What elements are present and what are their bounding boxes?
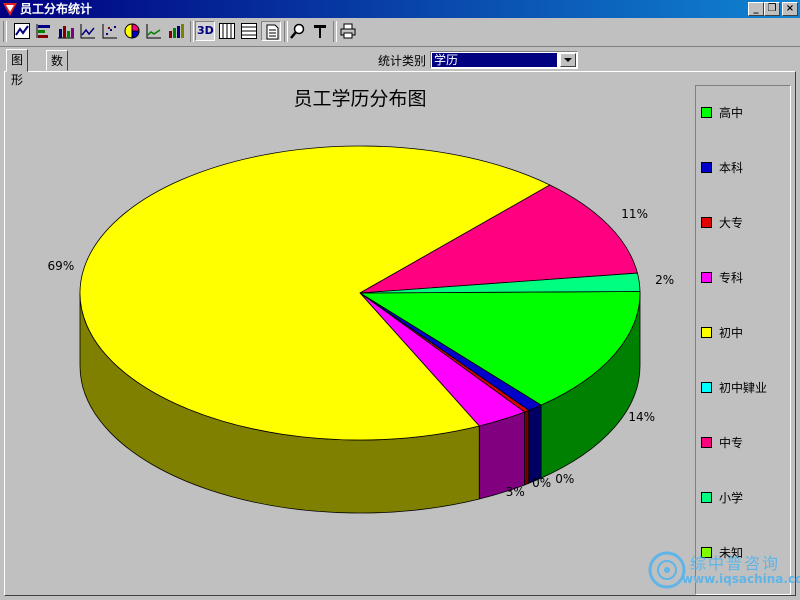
legend-label: 初中肄业 [719, 381, 768, 395]
tab-chart[interactable]: 图形 [6, 49, 29, 87]
watermark-url: www.iqsachina.com [682, 572, 800, 586]
pie-side-2 [524, 409, 530, 486]
percent-label: 2% [655, 272, 675, 287]
legend-label: 初中 [719, 326, 744, 340]
legend-label: 高中 [719, 106, 744, 120]
restore-button[interactable]: ❐ [764, 2, 780, 16]
step-line-button[interactable] [144, 21, 164, 41]
percent-label: 0% [555, 471, 575, 486]
print-button[interactable] [338, 21, 358, 41]
horizontal-bar-icon [36, 24, 50, 38]
toolbar-separator [190, 21, 194, 42]
pie-chart-button[interactable] [122, 21, 142, 41]
minimize-button[interactable]: _ [748, 2, 764, 16]
legend-label: 未知 [719, 546, 744, 560]
company-logo-icon [648, 551, 686, 589]
toolbar-grip [3, 21, 7, 42]
close-button[interactable]: × [782, 2, 798, 16]
category-selected-value: 学历 [432, 53, 557, 67]
percent-label: 69% [47, 259, 75, 274]
legend-label: 本科 [719, 161, 744, 175]
legend-swatch [701, 437, 712, 448]
line-chart-button[interactable] [12, 21, 32, 41]
page-button[interactable] [261, 21, 281, 41]
toolbar: 3D [0, 18, 800, 47]
legend-swatch [701, 162, 712, 173]
watermark: 综中普咨询 www.iqsachina.com [645, 548, 800, 593]
pie-slice-6 [359, 184, 638, 294]
scatter-button[interactable] [100, 21, 120, 41]
watermark-text: 综中普咨询 [690, 554, 781, 573]
chart-title: 员工学历分布图 [293, 88, 427, 110]
app-logo-icon [3, 3, 17, 16]
pie-slice-7 [359, 272, 641, 294]
vertical-grid-button[interactable] [217, 21, 237, 41]
pie-chart-icon [124, 23, 140, 39]
legend-swatch [701, 547, 712, 558]
legend-swatch [701, 382, 712, 393]
print-icon [340, 23, 356, 39]
bar-chart-button[interactable] [56, 21, 76, 41]
pie-slice-4 [79, 145, 551, 441]
window-title: 员工分布统计 [20, 2, 93, 16]
area-line-button[interactable] [78, 21, 98, 41]
3d-toggle-button[interactable]: 3D [195, 21, 215, 41]
legend-swatch [701, 492, 712, 503]
step-line-icon [146, 24, 161, 39]
legend-label: 大专 [719, 216, 744, 230]
bar3d-chart-icon [169, 24, 184, 38]
bar-chart-icon [58, 26, 74, 39]
horizontal-grid-button[interactable] [239, 21, 259, 41]
percent-label: 3% [505, 485, 525, 500]
font-button[interactable] [310, 21, 330, 41]
legend-swatch [701, 217, 712, 228]
pie-side-1 [528, 404, 542, 484]
legend-swatch [701, 107, 712, 118]
grid-vertical-icon [219, 23, 235, 39]
horizontal-bar-button[interactable] [34, 21, 54, 41]
3d-toggle-icon: 3D [197, 24, 214, 37]
zoom-button[interactable] [288, 21, 308, 41]
legend-label: 小学 [719, 491, 744, 505]
page-icon [266, 24, 279, 40]
zoom-icon [290, 23, 305, 39]
toolbar-separator [284, 21, 288, 42]
category-select[interactable]: 学历 [430, 51, 578, 69]
chevron-down-icon[interactable] [560, 53, 576, 67]
area-line-icon [80, 24, 95, 39]
legend: 高中本科大专专科初中初中肄业中专小学未知 [695, 85, 791, 595]
pie-tops [79, 145, 641, 441]
line-chart-icon [14, 23, 30, 39]
bar3d-chart-button[interactable] [166, 21, 186, 41]
legend-label: 中专 [719, 436, 744, 450]
legend-swatch [701, 272, 712, 283]
category-label: 统计类别 [378, 54, 427, 68]
grid-horizontal-icon [241, 23, 257, 39]
title-bar: 员工分布统计 _ ❐ × [0, 0, 800, 18]
percent-label: 14% [628, 409, 655, 424]
legend-swatch [701, 327, 712, 338]
scatter-icon [102, 24, 117, 39]
pie-slice-0 [358, 291, 641, 406]
toolbar-separator [333, 21, 337, 42]
percent-label: 0% [532, 475, 552, 490]
font-icon [314, 25, 326, 38]
legend-label: 专科 [719, 271, 744, 285]
percent-label: 11% [621, 206, 648, 221]
